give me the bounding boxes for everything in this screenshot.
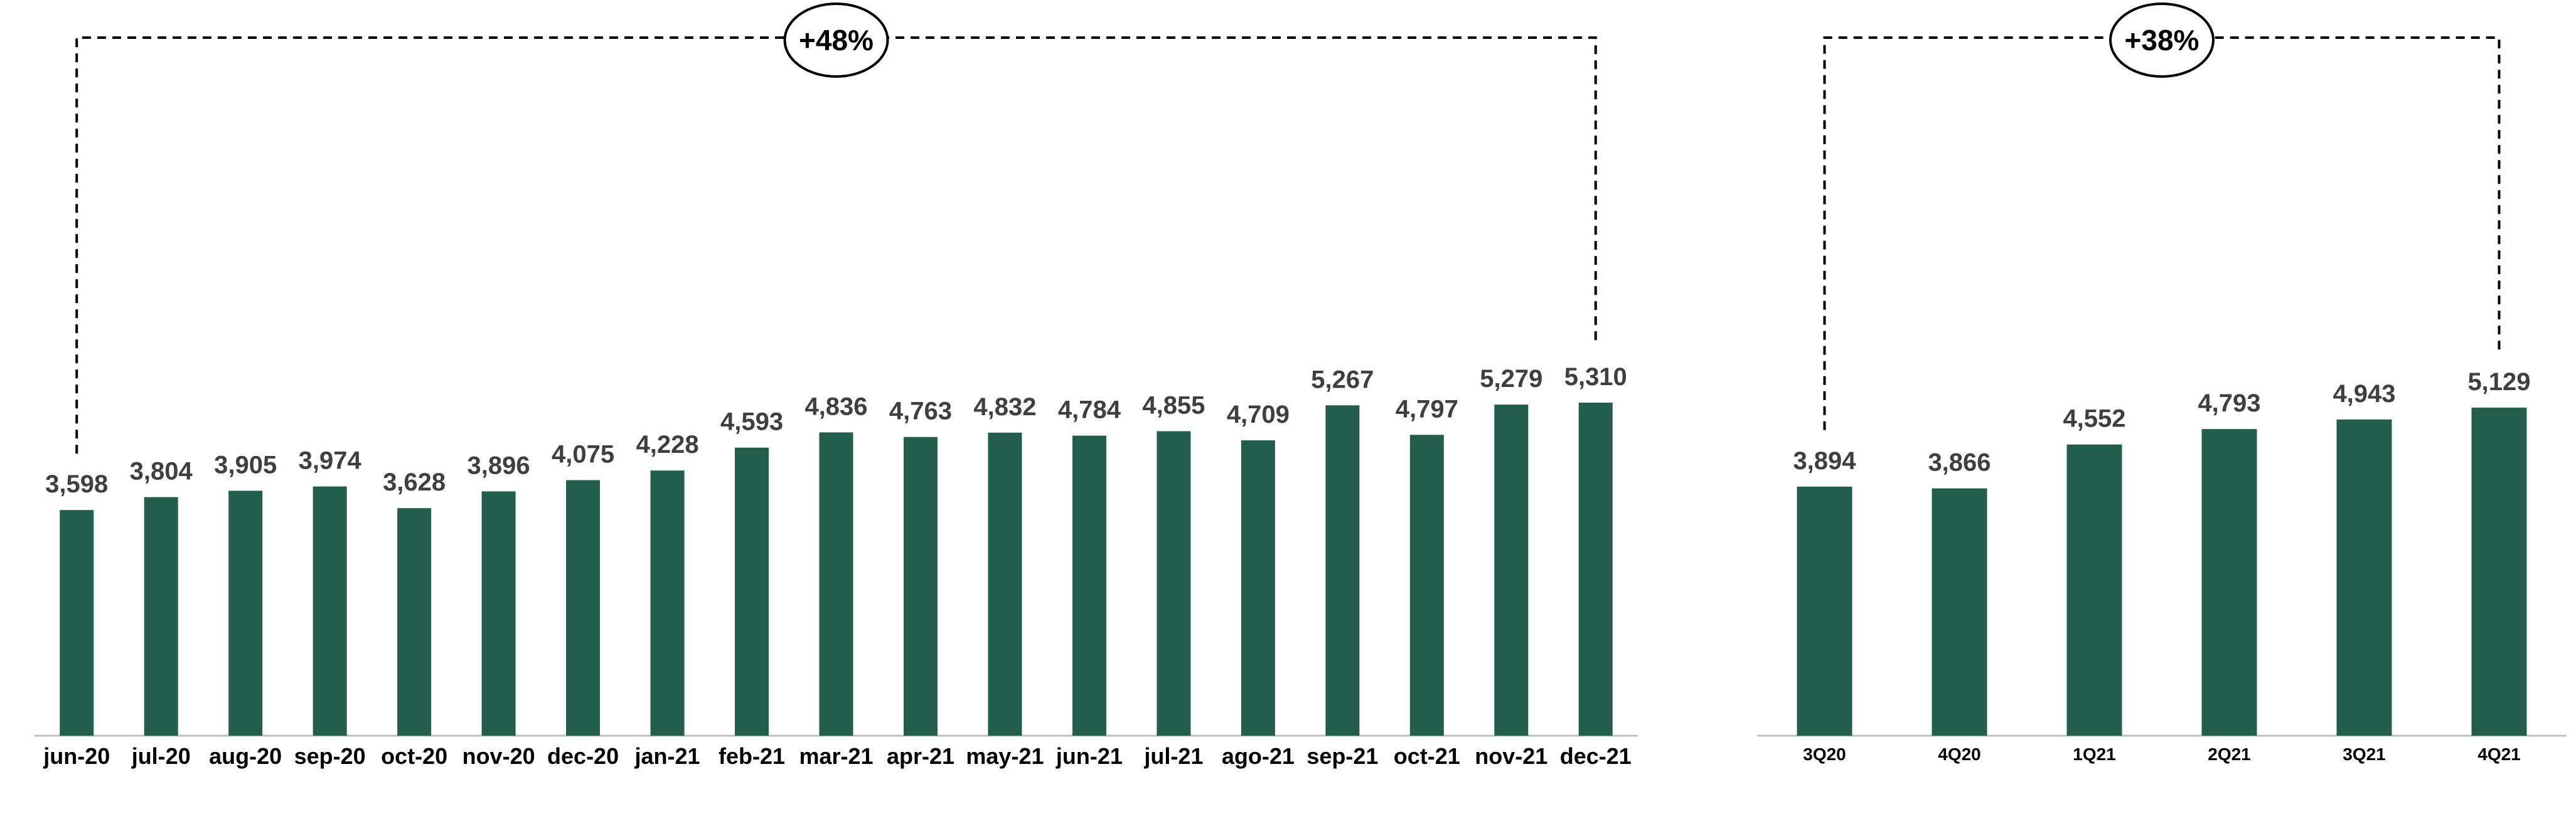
monthly-bar-chart: 3,598 jun-20 3,804 jul-20 3,905 aug-20 3,974 se… <box>35 3 1638 769</box>
bar-nov-20 <box>481 491 516 736</box>
bar-2Q21 <box>2201 429 2257 736</box>
bar-sep-20 <box>313 486 347 736</box>
bar-sep-21 <box>1325 405 1360 736</box>
bar-mar-21 <box>819 432 853 736</box>
category-label-jan-21: jan-21 <box>634 743 700 769</box>
growth-badge-text: +38% <box>2125 24 2199 56</box>
category-label-aug-20: aug-20 <box>209 743 282 769</box>
category-label-apr-21: apr-21 <box>887 743 954 769</box>
data-label-jun-20: 3,598 <box>45 470 108 498</box>
category-label-nov-21: nov-21 <box>1475 743 1547 769</box>
growth-bracket <box>1823 36 2501 430</box>
category-label-1Q21: 1Q21 <box>2073 744 2116 764</box>
category-label-jul-21: jul-21 <box>1143 743 1203 769</box>
data-label-oct-21: 4,797 <box>1396 395 1458 423</box>
bar-4Q21 <box>2471 407 2527 736</box>
data-label-nov-21: 5,279 <box>1480 365 1542 393</box>
bar-3Q21 <box>2336 419 2392 736</box>
category-label-2Q21: 2Q21 <box>2208 744 2251 764</box>
bar-dec-21 <box>1578 403 1613 736</box>
bar-dec-20 <box>566 480 601 736</box>
category-label-3Q21: 3Q21 <box>2343 744 2386 764</box>
bar-jun-21 <box>1072 435 1106 736</box>
bar-aug-20 <box>228 490 263 736</box>
data-label-1Q21: 4,552 <box>2063 405 2125 433</box>
data-label-feb-21: 4,593 <box>720 408 783 436</box>
data-label-dec-21: 5,310 <box>1564 363 1627 391</box>
growth-badge-text: +48% <box>799 24 874 56</box>
category-label-dec-20: dec-20 <box>547 743 619 769</box>
data-label-sep-21: 5,267 <box>1311 366 1374 393</box>
data-label-4Q20: 3,866 <box>1928 449 1991 477</box>
bar-oct-21 <box>1409 435 1444 736</box>
category-label-ago-21: ago-21 <box>1222 743 1295 769</box>
data-label-ago-21: 4,709 <box>1227 401 1290 428</box>
data-label-mar-21: 4,836 <box>804 393 867 420</box>
category-label-nov-20: nov-20 <box>462 743 535 769</box>
bar-oct-20 <box>397 508 432 736</box>
growth-badge <box>2109 3 2215 78</box>
category-label-oct-21: oct-21 <box>1394 743 1460 769</box>
category-label-feb-21: feb-21 <box>719 743 785 769</box>
bar-feb-21 <box>735 447 769 736</box>
category-label-3Q20: 3Q20 <box>1803 744 1846 764</box>
data-label-aug-20: 3,905 <box>214 452 277 479</box>
data-label-4Q21: 5,129 <box>2467 368 2530 396</box>
data-label-jun-21: 4,784 <box>1058 396 1121 424</box>
category-label-sep-20: sep-20 <box>294 743 366 769</box>
bar-may-21 <box>988 432 1022 736</box>
category-label-jul-20: jul-20 <box>131 743 191 769</box>
data-label-3Q21: 4,943 <box>2333 380 2395 408</box>
category-label-4Q21: 4Q21 <box>2477 744 2521 764</box>
bar-jul-20 <box>144 497 178 736</box>
data-label-nov-20: 3,896 <box>468 452 530 479</box>
data-label-3Q20: 3,894 <box>1793 447 1856 475</box>
bar-3Q20 <box>1797 486 1852 736</box>
bar-apr-21 <box>903 437 938 736</box>
data-label-oct-20: 3,628 <box>383 469 446 496</box>
data-label-apr-21: 4,763 <box>889 398 952 425</box>
bar-ago-21 <box>1241 440 1275 736</box>
bar-1Q21 <box>2066 444 2122 736</box>
category-label-may-21: may-21 <box>966 743 1044 769</box>
category-label-jun-20: jun-20 <box>43 743 110 769</box>
bar-jun-20 <box>60 510 94 736</box>
category-label-dec-21: dec-21 <box>1560 743 1632 769</box>
growth-badge <box>783 3 889 78</box>
data-label-dec-20: 4,075 <box>552 441 614 469</box>
bar-jan-21 <box>650 470 685 736</box>
data-label-jan-21: 4,228 <box>636 431 698 458</box>
category-label-4Q20: 4Q20 <box>1938 744 1981 764</box>
category-label-jun-21: jun-21 <box>1056 743 1123 769</box>
data-label-jul-20: 3,804 <box>130 458 193 485</box>
data-label-may-21: 4,832 <box>973 393 1036 421</box>
data-label-sep-20: 3,974 <box>299 447 362 475</box>
data-label-2Q21: 4,793 <box>2198 389 2260 417</box>
bar-4Q20 <box>1932 488 1987 736</box>
bar-nov-21 <box>1494 405 1529 736</box>
bar-jul-21 <box>1157 431 1191 736</box>
category-label-oct-20: oct-20 <box>381 743 447 769</box>
category-label-mar-21: mar-21 <box>799 743 873 769</box>
quarterly-bar-chart: 3,894 3Q20 3,866 4Q20 4,552 1Q21 4,793 2Q21 4,94… <box>1757 3 2567 764</box>
category-label-sep-21: sep-21 <box>1307 743 1378 769</box>
data-label-jul-21: 4,855 <box>1142 392 1205 420</box>
